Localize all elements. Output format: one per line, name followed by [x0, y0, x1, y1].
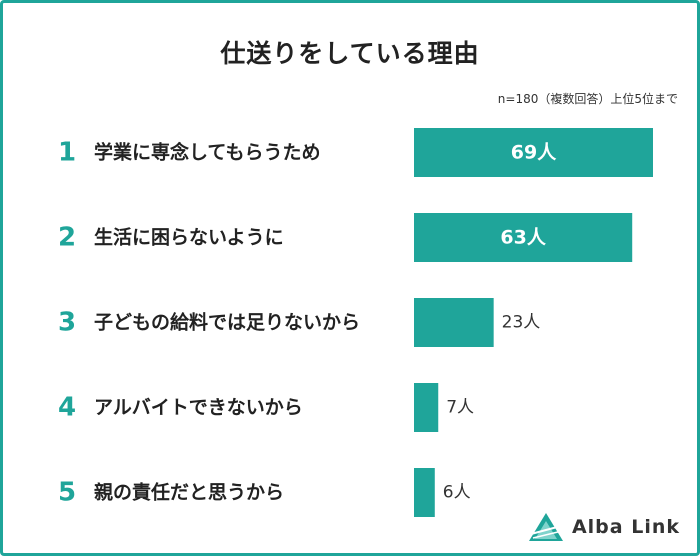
value-label: 7人: [446, 398, 474, 418]
rank-number: 1: [58, 138, 76, 168]
value-label: 23人: [502, 313, 541, 333]
bar: [414, 383, 439, 432]
alba-link-logo-icon: [528, 513, 563, 541]
category-label: 生活に困らないように: [94, 226, 284, 249]
chart-title: 仕送りをしている理由: [220, 39, 480, 68]
value-label: 69人: [511, 142, 557, 164]
bar: [414, 128, 653, 177]
rank-number: 3: [58, 308, 76, 338]
brand-logo: Alba Link: [528, 512, 680, 542]
category-label: 学業に専念してもらうため: [94, 141, 320, 164]
bar: [414, 298, 494, 347]
category-label: 親の責任だと思うから: [94, 481, 284, 504]
rank-number: 5: [58, 478, 76, 508]
rank-number: 2: [58, 223, 76, 253]
rank-number: 4: [58, 393, 76, 423]
category-label: アルバイトできないから: [94, 397, 303, 419]
logo-text: Alba Link: [571, 516, 680, 538]
bar: [414, 468, 435, 517]
bar: [414, 213, 633, 262]
value-label: 6人: [443, 483, 471, 503]
value-label: 63人: [500, 227, 546, 249]
category-label: 子どもの給料では足りないから: [94, 311, 360, 334]
sample-note: n=180（複数回答）上位5位まで: [497, 92, 678, 106]
